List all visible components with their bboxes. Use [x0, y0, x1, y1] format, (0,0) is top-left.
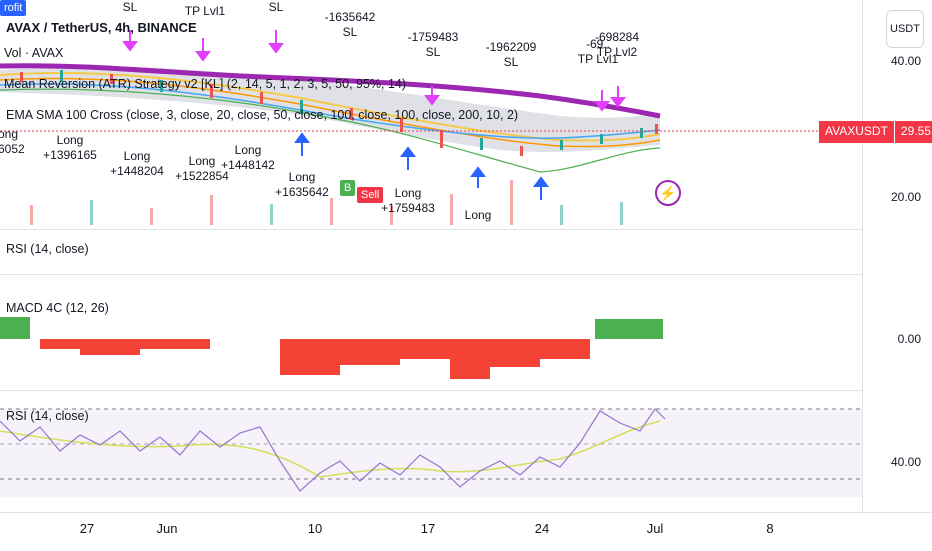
time-label: Jul	[646, 521, 664, 536]
long-annotation: ong 26052	[0, 127, 25, 156]
currency-button[interactable]: USDT	[886, 10, 924, 48]
tp-annotation: -69.. TP Lvl1	[577, 37, 619, 66]
rsi-line	[0, 408, 666, 492]
time-label: 10	[307, 521, 323, 536]
macd-zero-label: 0.00	[897, 332, 921, 346]
price-label-20: 20.00	[890, 190, 921, 204]
volume-bars	[30, 180, 623, 225]
sl-annotation: SL	[122, 0, 138, 14]
time-label: 8	[766, 521, 774, 536]
sl-annotation: -1759483 SL	[407, 30, 459, 59]
last-price-badge: AVAXUSDT 29.55	[819, 121, 932, 143]
symbol-badge: AVAXUSDT	[819, 121, 894, 143]
sl-annotation: -1962209 SL	[485, 40, 537, 69]
price-chart-svg	[0, 30, 862, 225]
rsi-legend-top[interactable]: RSI (14, close)	[6, 242, 89, 256]
rsi-40-label: 40.00	[890, 455, 921, 469]
sl-arrows	[122, 30, 626, 112]
macd-histogram	[0, 317, 663, 379]
long-annotation: Long +1396165	[43, 133, 97, 162]
ema-line-green	[0, 88, 661, 173]
long-annotation: Long +1759483	[381, 186, 435, 215]
time-label: 27	[79, 521, 95, 536]
volume-legend[interactable]: Vol · AVAX	[4, 46, 64, 60]
indicator-ema-legend[interactable]: EMA SMA 100 Cross (close, 3, close, 20, …	[6, 108, 519, 122]
buy-tag: B	[340, 180, 356, 196]
pane-separator[interactable]	[0, 274, 932, 275]
rsi-pane-top[interactable]: RSI (14, close)	[0, 230, 862, 274]
ema-line-orange	[0, 77, 661, 148]
long-annotation: Long +1448204	[110, 149, 164, 178]
macd-legend[interactable]: MACD 4C (12, 26)	[6, 301, 109, 315]
pane-separator[interactable]	[0, 229, 932, 230]
lightning-icon[interactable]: ⚡	[655, 180, 681, 206]
long-annotation: Long +1448142	[221, 143, 275, 172]
chart-title[interactable]: AVAX / TetherUS, 4h, BINANCE	[6, 20, 197, 35]
candles	[20, 70, 658, 156]
time-axis[interactable]: 27 Jun 10 17 24 Jul 8	[0, 512, 932, 551]
profit-tag: rofit	[0, 0, 27, 16]
sl-annotation: SL	[268, 0, 284, 14]
tp-annotation: -698284 TP Lvl2	[594, 30, 640, 59]
indicator-atr-legend[interactable]: Mean Reversion (ATR) Strategy v2 [KL] (2…	[4, 77, 407, 91]
rsi-pane-bottom[interactable]: RSI (14, close)	[0, 391, 862, 512]
long-annotation: Long	[464, 208, 492, 222]
macd-pane[interactable]: MACD 4C (12, 26)	[0, 275, 862, 390]
time-label: 24	[534, 521, 550, 536]
main-price-pane[interactable]: AVAX / TetherUS, 4h, BINANCE Vol · AVAX …	[0, 0, 862, 229]
long-annotation: Long +1522854	[175, 154, 229, 183]
rsi-chart	[0, 408, 862, 497]
tp-annotation: TP Lvl1	[184, 4, 226, 18]
long-annotation: Long +1635642	[275, 170, 329, 199]
rsi-signal-line	[0, 420, 661, 478]
rsi-legend-bottom[interactable]: RSI (14, close)	[6, 409, 89, 423]
last-price: 29.55	[893, 121, 932, 143]
long-arrows	[294, 132, 549, 200]
pane-separator[interactable]	[0, 390, 932, 391]
sl-annotation: -1635642 SL	[324, 10, 376, 39]
price-scale[interactable]: 40.00 20.00 0.00 40.00	[862, 0, 932, 512]
price-label-40: 40.00	[890, 54, 921, 68]
time-label: 17	[420, 521, 436, 536]
time-label: Jun	[156, 521, 178, 536]
sell-tag: Sell	[357, 187, 384, 203]
